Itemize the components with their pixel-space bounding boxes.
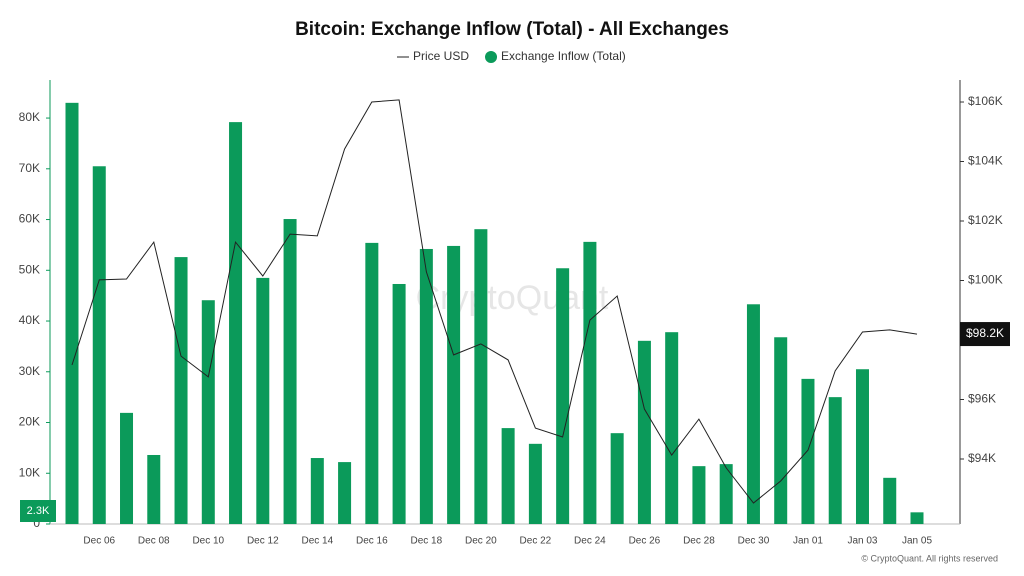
bar	[556, 268, 570, 524]
x-tick-label: Dec 12	[247, 536, 279, 547]
bar	[120, 412, 134, 524]
y-tick-label: 60K	[19, 212, 40, 226]
legend-label: Price USD	[413, 49, 469, 63]
y-tick-label: 80K	[19, 110, 40, 124]
bar	[256, 277, 270, 524]
y2-tick-label: $104K	[968, 154, 1003, 168]
bar	[419, 248, 433, 525]
bar	[365, 242, 379, 524]
y2-tick-label: $96K	[968, 392, 996, 406]
value-label: 2.3K	[27, 505, 50, 517]
bar	[501, 428, 515, 524]
x-tick-label: Dec 16	[356, 536, 388, 547]
y-tick-label: 0	[33, 516, 40, 530]
bar	[692, 466, 706, 524]
y-tick-label: 50K	[19, 262, 40, 276]
legend-swatch	[485, 51, 498, 63]
bar	[583, 241, 597, 524]
bar	[201, 300, 215, 524]
bar	[665, 332, 679, 524]
x-tick-label: Dec 22	[520, 536, 552, 547]
y2-tick-label: $100K	[968, 273, 1003, 287]
bar	[883, 477, 897, 524]
x-tick-label: Dec 24	[574, 536, 606, 547]
y-tick-label: 10K	[19, 465, 40, 479]
x-tick-label: Dec 18	[411, 536, 443, 547]
bar	[801, 378, 815, 524]
y-tick-label: 30K	[19, 364, 40, 378]
bar	[447, 245, 461, 524]
bar	[474, 229, 488, 524]
bar	[828, 397, 842, 524]
bar	[610, 433, 624, 524]
value-label: $98.2K	[966, 326, 1004, 340]
y2-tick-label: $94K	[968, 451, 996, 465]
x-tick-label: Dec 28	[683, 536, 715, 547]
x-tick-label: Jan 03	[847, 536, 877, 547]
chart-title: Bitcoin: Exchange Inflow (Total) - All E…	[295, 19, 729, 40]
value-label-box	[20, 500, 56, 522]
x-tick-label: Dec 10	[192, 536, 224, 547]
bar	[338, 462, 352, 524]
y2-tick-label: $102K	[968, 213, 1003, 227]
legend-label: Exchange Inflow (Total)	[501, 49, 626, 63]
y-tick-label: 70K	[19, 161, 40, 175]
bar	[719, 464, 733, 524]
bar	[65, 102, 79, 524]
y2-tick-label: $106K	[968, 94, 1003, 108]
x-tick-label: Dec 30	[738, 536, 770, 547]
bar	[147, 454, 161, 524]
bar	[174, 257, 188, 524]
x-tick-label: Jan 01	[793, 536, 823, 547]
bar	[310, 458, 324, 524]
y-tick-label: 40K	[19, 313, 40, 327]
value-label-box	[960, 322, 1010, 347]
bar	[283, 219, 297, 524]
bar	[637, 340, 651, 524]
x-tick-label: Dec 20	[465, 536, 497, 547]
x-tick-label: Dec 08	[138, 536, 170, 547]
bar	[229, 122, 243, 524]
bar	[746, 304, 760, 524]
bar	[855, 369, 869, 524]
price-line	[71, 99, 918, 504]
bar	[392, 283, 406, 524]
x-tick-label: Jan 05	[902, 536, 932, 547]
bar	[528, 443, 542, 524]
bar	[774, 337, 788, 524]
bar	[92, 166, 106, 524]
footer: © CryptoQuant. All rights reserved	[861, 553, 998, 563]
x-tick-label: Dec 14	[301, 536, 333, 547]
watermark: CryptoQuant	[416, 279, 609, 317]
x-tick-label: Dec 26	[629, 536, 661, 547]
x-tick-label: Dec 06	[83, 536, 115, 547]
y-tick-label: 20K	[19, 415, 40, 429]
bar	[910, 512, 924, 524]
